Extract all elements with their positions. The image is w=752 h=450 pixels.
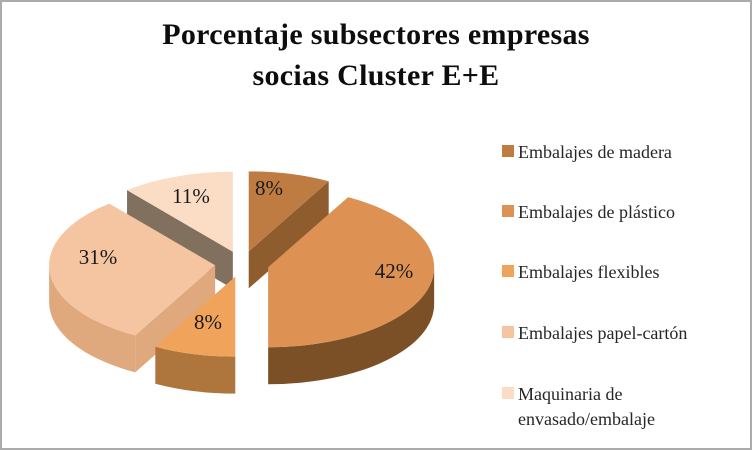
legend-item-label: Embalajes de plástico	[518, 202, 675, 222]
legend-item-embalajes-de-plastico[interactable]: Embalajes de plástico	[502, 200, 742, 225]
pie-top-slice-3[interactable]	[155, 276, 236, 357]
legend-item-embalajes-de-madera[interactable]: Embalajes de madera	[502, 140, 742, 165]
pie-top-slice-1[interactable]	[248, 171, 329, 252]
chart-title: Porcentaje subsectores empresas socias C…	[2, 14, 750, 96]
pie-rim-slice-3[interactable]	[155, 346, 236, 394]
pie-top-slice-4[interactable]	[49, 203, 216, 336]
legend-item-label: Embalajes flexibles	[518, 262, 660, 282]
legend-swatch	[502, 326, 514, 338]
pie-top-slice-5[interactable]	[127, 171, 233, 252]
pie-side-slice-1[interactable]	[248, 181, 329, 289]
chart-title-line-2: socias Cluster E+E	[252, 59, 500, 92]
legend-swatch	[502, 387, 514, 399]
pie-rim-slice-4[interactable]	[49, 265, 136, 373]
legend-item-label: Embalajes papel-cartón	[518, 323, 688, 343]
data-label-5: 11%	[172, 184, 210, 208]
legend-swatch	[502, 145, 514, 157]
legend-item-label: Embalajes de madera	[518, 142, 672, 162]
legend-swatch	[502, 265, 514, 277]
legend: Embalajes de madera Embalajes de plástic…	[502, 2, 750, 448]
legend-swatch	[502, 205, 514, 217]
data-label-1: 8%	[255, 176, 283, 200]
pie-side-slice-4[interactable]	[135, 265, 216, 373]
legend-item-embalajes-flexibles[interactable]: Embalajes flexibles	[502, 260, 742, 285]
legend-item-embalajes-papel-carton[interactable]: Embalajes papel-cartón	[502, 321, 742, 346]
data-label-3: 8%	[194, 310, 222, 334]
data-label-4: 31%	[79, 245, 118, 269]
chart-title-line-1: Porcentaje subsectores empresas	[162, 18, 590, 51]
legend-item-label: Maquinaria de envasado/embalaje	[518, 384, 655, 429]
data-label-2: 42%	[375, 259, 414, 283]
pie-top-slice-2[interactable]	[268, 197, 435, 348]
legend-item-maquinaria-de-envasado-embalaje[interactable]: Maquinaria de envasado/embalaje	[502, 382, 742, 432]
pie-rim-slice-2[interactable]	[268, 267, 435, 385]
